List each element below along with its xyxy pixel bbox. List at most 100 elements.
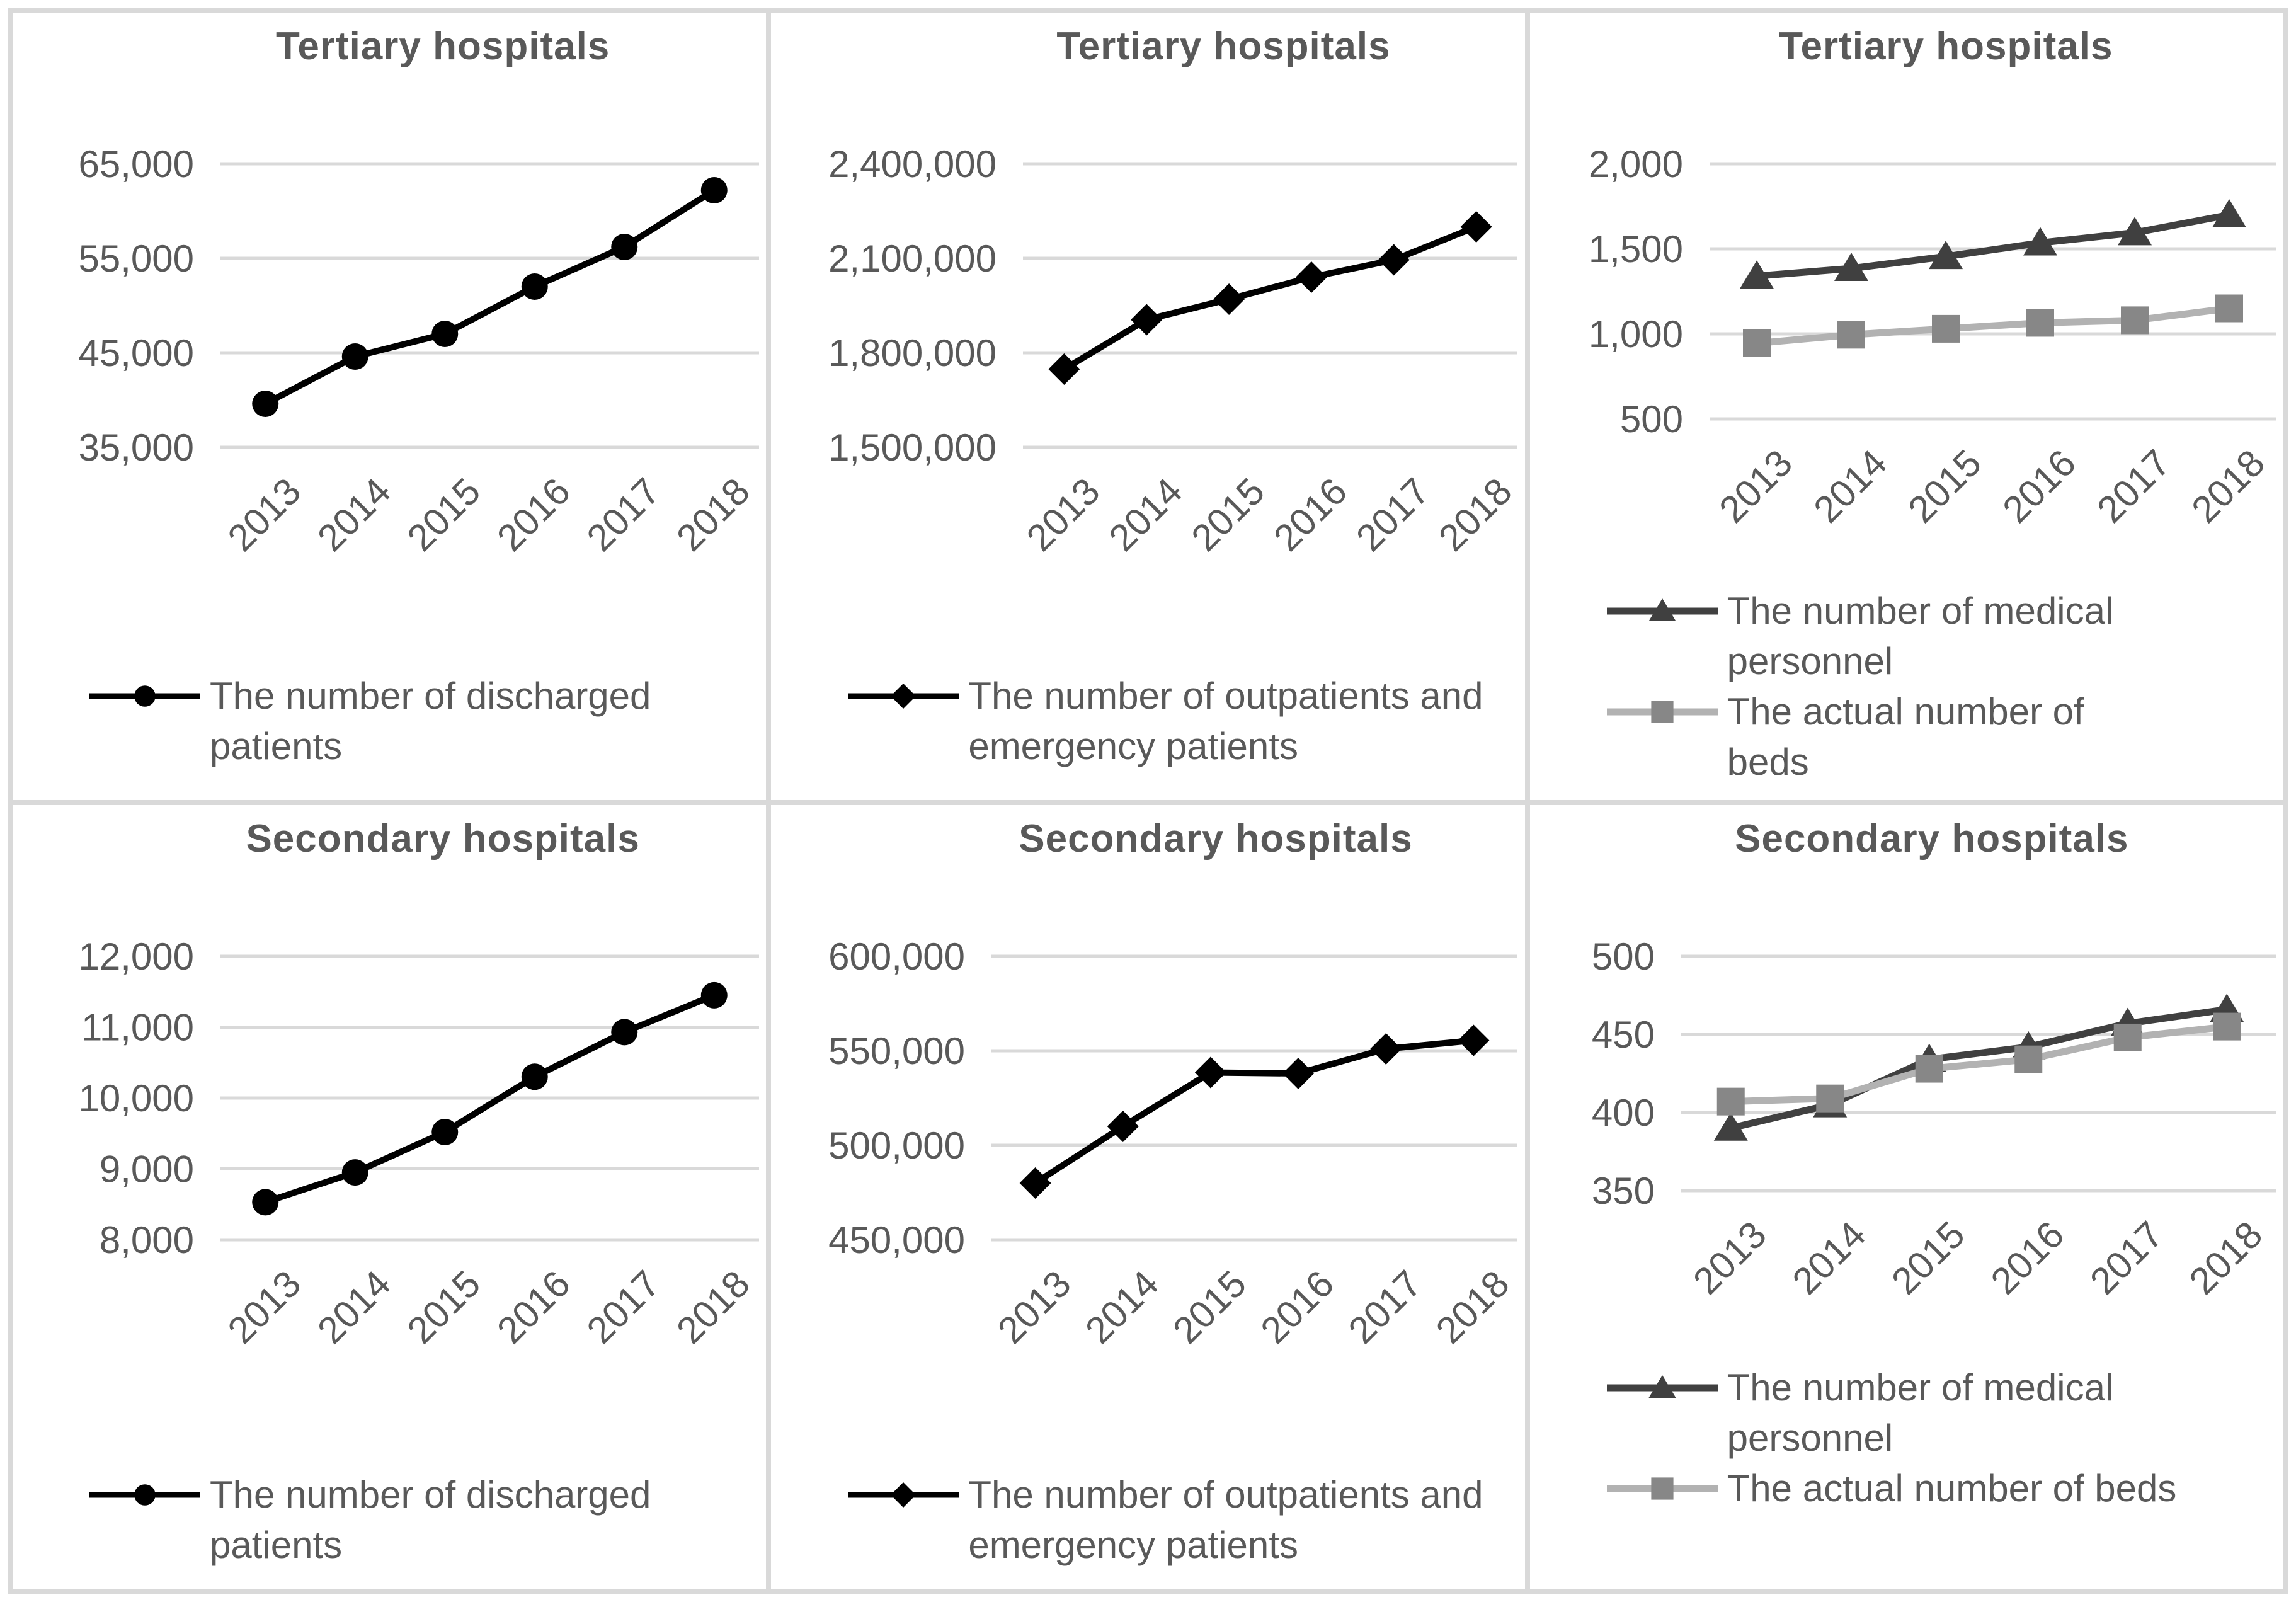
data-point-marker <box>341 343 368 370</box>
data-series-line <box>1727 1023 2230 1106</box>
x-axis-tick-label: 2013 <box>220 1262 309 1352</box>
y-axis-tick-label: 500,000 <box>828 1124 965 1167</box>
data-point-marker <box>521 273 548 300</box>
data-series-line <box>1727 1005 2230 1132</box>
y-axis-tick-label: 2,000 <box>1589 143 1683 185</box>
data-point-marker <box>1915 1055 1943 1083</box>
y-axis-tick-label: 35,000 <box>78 426 194 469</box>
x-axis-tick-label: 2018 <box>1428 1262 1517 1352</box>
chart-title: Secondary hospitals <box>1735 817 2129 861</box>
legend-entry: The number of medical personnel <box>1604 1363 2283 1463</box>
legend-entry: The actual number of beds <box>1604 1463 2283 1514</box>
y-axis-tick-label: 450,000 <box>828 1219 965 1261</box>
y-axis-tick-label: 450 <box>1592 1014 1655 1056</box>
data-series-line <box>1032 1037 1477 1186</box>
x-axis-tick-label: 2018 <box>668 1262 758 1352</box>
line-chart: 500 450 400 350 2013 2014 2015 2016 2017 2018 <box>1592 935 2276 1303</box>
x-axis-tick-label: 2015 <box>399 1262 489 1352</box>
six-panel-line-chart-figure: Tertiary hospitals 65,000 55,000 45,000 35,… <box>13 13 2283 1589</box>
data-point-marker <box>1213 283 1245 315</box>
legend-entry: The actual number of beds <box>1604 687 2283 787</box>
x-axis-tick-label: 2013 <box>1685 1213 1774 1303</box>
data-point-marker <box>1370 1033 1402 1065</box>
data-point-marker <box>1742 329 1771 357</box>
x-axis-tick-label: 2015 <box>1883 1213 1973 1303</box>
legend-marker-icon <box>848 1482 959 1508</box>
data-point-marker <box>521 1063 548 1090</box>
y-axis-tick-label: 1,800,000 <box>828 332 997 374</box>
triangle-marker-icon <box>1648 1375 1676 1398</box>
line-chart: 65,000 55,000 45,000 35,000 2013 2014 2015 2016… <box>78 143 759 559</box>
triangle-marker-icon <box>1648 598 1676 621</box>
diamond-marker-icon <box>891 684 917 709</box>
chart-title: Tertiary hospitals <box>276 25 610 68</box>
data-point-marker <box>700 981 728 1009</box>
y-axis-tick-label: 9,000 <box>100 1148 194 1191</box>
square-marker-icon <box>1651 701 1674 723</box>
legend-entry: The number of outpatients and emergency … <box>845 671 1524 772</box>
data-point-marker <box>700 177 728 203</box>
y-axis-tick-label: 1,500,000 <box>828 426 997 469</box>
line-chart: 600,000 550,000 500,000 450,000 201320142015… <box>828 935 1518 1352</box>
chart-panel-tertiary-outpatients: Tertiary hospitals 2,400,000 2,100,000 1,8… <box>771 13 1525 800</box>
data-point-marker <box>2117 217 2152 246</box>
data-point-marker <box>1931 314 1960 343</box>
x-axis-tick-label: 2014 <box>1101 470 1191 559</box>
x-axis-tick-label: 2016 <box>489 470 578 559</box>
y-axis-tick-label: 10,000 <box>78 1077 194 1119</box>
chart-panel-secondary-outpatients: Secondary hospitals 600,000 550,000 500,00… <box>771 805 1525 1589</box>
x-axis-tick-label: 2017 <box>2082 1213 2171 1303</box>
y-axis-tick-label: 1,000 <box>1589 313 1683 355</box>
chart-title: Secondary hospitals <box>1019 817 1413 861</box>
data-point-marker <box>341 1159 368 1186</box>
legend-marker-icon <box>1606 1375 1718 1398</box>
data-point-marker <box>2014 1045 2042 1073</box>
x-axis-tick-label: 2017 <box>1340 1262 1430 1352</box>
y-axis-tick-label: 500 <box>1592 935 1655 978</box>
legend: The number of discharged patients <box>13 1470 766 1589</box>
y-axis-tick-label: 45,000 <box>78 332 194 374</box>
legend: The number of medical personnel The actua… <box>1530 1363 2283 1514</box>
data-point-marker <box>1713 1112 1748 1141</box>
legend-marker-icon <box>1606 1477 1718 1500</box>
data-point-marker <box>1019 1167 1051 1199</box>
x-axis-tick-label: 2016 <box>1266 470 1356 559</box>
x-axis-tick-label: 2017 <box>1349 470 1438 559</box>
data-point-marker <box>1716 1087 1745 1116</box>
chart-title: Secondary hospitals <box>246 817 640 861</box>
data-point-marker <box>1282 1058 1315 1089</box>
legend-label: The number of medical personnel <box>1727 590 2114 682</box>
line-chart: 12,000 11,000 10,000 9,000 8,000 2013 2014 2015… <box>78 935 759 1352</box>
y-axis-tick-label: 11,000 <box>81 1007 194 1049</box>
y-axis-tick-label: 600,000 <box>828 935 965 978</box>
square-marker-icon <box>1651 1477 1674 1500</box>
x-axis-tick-label: 2018 <box>2183 442 2273 531</box>
y-axis-tick-label: 1,500 <box>1589 228 1683 270</box>
x-axis-tick-label: 2016 <box>1253 1262 1342 1352</box>
data-point-marker <box>611 234 638 260</box>
x-axis-tick-label: 2015 <box>399 470 489 559</box>
y-axis-tick-label: 400 <box>1592 1092 1655 1134</box>
x-axis-tick-label: 2013 <box>220 470 309 559</box>
x-axis-tick-label: 2014 <box>1078 1262 1167 1352</box>
x-axis-tick-label: 2013 <box>1711 442 1800 531</box>
legend-marker-icon <box>1606 701 1718 723</box>
data-point-marker <box>2212 1012 2241 1041</box>
data-point-marker <box>2026 309 2054 337</box>
chart-panel-secondary-discharged-patients: Secondary hospitals 12,000 11,000 10,000 9,… <box>13 805 767 1589</box>
line-chart: 2,400,000 2,100,000 1,800,000 1,500,000 2013… <box>828 143 1520 559</box>
data-point-marker <box>1834 253 1868 282</box>
data-point-marker <box>1739 260 1774 289</box>
data-point-marker <box>431 1119 459 1145</box>
data-point-marker <box>2113 1023 2142 1051</box>
legend-label: The number of medical personnel <box>1727 1366 2114 1459</box>
y-axis-tick-label: 550,000 <box>828 1030 965 1072</box>
y-axis-tick-label: 65,000 <box>78 143 194 185</box>
data-point-marker <box>2212 199 2246 227</box>
x-axis-tick-label: 2015 <box>1900 442 1989 531</box>
x-axis-tick-label: 2014 <box>309 1262 399 1352</box>
chart-panel-tertiary-personnel-beds: Tertiary hospitals 2,000 1,500 1,000 500 201… <box>1529 13 2283 800</box>
chart-title: Tertiary hospitals <box>1779 25 2113 68</box>
x-axis-tick-label: 2016 <box>489 1262 578 1352</box>
data-point-marker <box>1928 241 1963 270</box>
